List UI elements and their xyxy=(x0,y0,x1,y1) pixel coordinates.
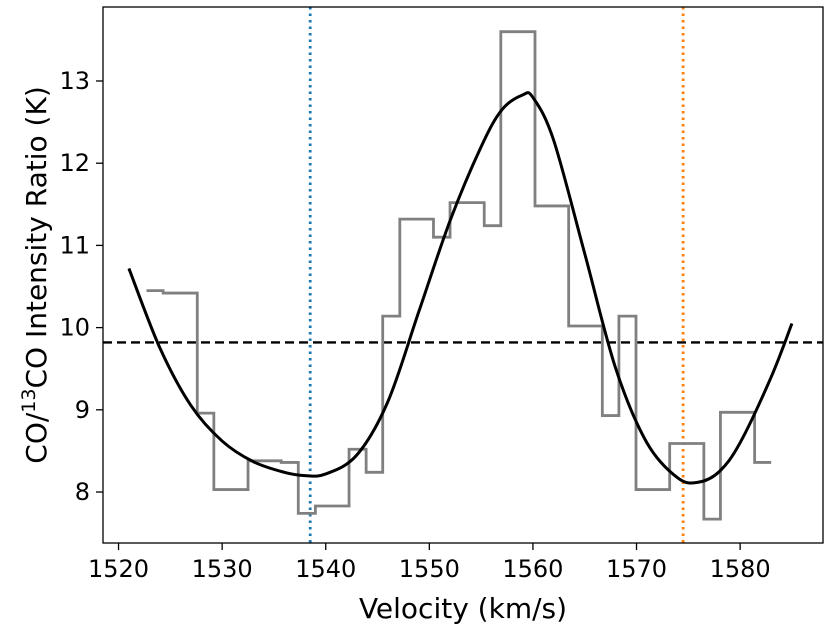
plot-area xyxy=(103,7,823,543)
ticks-layer: 1520 1530 1540 1550 1560 1570 1580 8 9 10 11 12 13 xyxy=(59,67,770,583)
x-axis-label: Velocity (km/s) xyxy=(359,592,567,625)
x-tick-label-1540: 1540 xyxy=(295,555,356,583)
y-tick-label-11: 11 xyxy=(59,231,90,259)
x-tick-label-1520: 1520 xyxy=(88,555,149,583)
x-tick-label-1580: 1580 xyxy=(710,555,771,583)
series-fit-curve xyxy=(127,91,794,485)
y-axis-label-prefix: CO/ xyxy=(20,412,53,464)
y-tick-label-9: 9 xyxy=(75,396,90,424)
y-tick-label-8: 8 xyxy=(75,478,90,506)
y-axis-label: CO/13CO Intensity Ratio (K) xyxy=(18,86,53,463)
y-axis-label-sup: 13 xyxy=(18,389,40,413)
plot-layer xyxy=(103,7,823,543)
plot-frame xyxy=(102,6,824,544)
y-axis-label-suffix: CO Intensity Ratio (K) xyxy=(20,86,53,388)
series-step-observed xyxy=(146,30,772,521)
x-tick-label-1530: 1530 xyxy=(192,555,253,583)
x-tick-label-1560: 1560 xyxy=(502,555,563,583)
y-tick-label-10: 10 xyxy=(59,314,90,342)
x-tick-label-1550: 1550 xyxy=(399,555,460,583)
x-tick-label-1570: 1570 xyxy=(606,555,667,583)
y-tick-label-13: 13 xyxy=(59,67,90,95)
y-tick-label-12: 12 xyxy=(59,149,90,177)
